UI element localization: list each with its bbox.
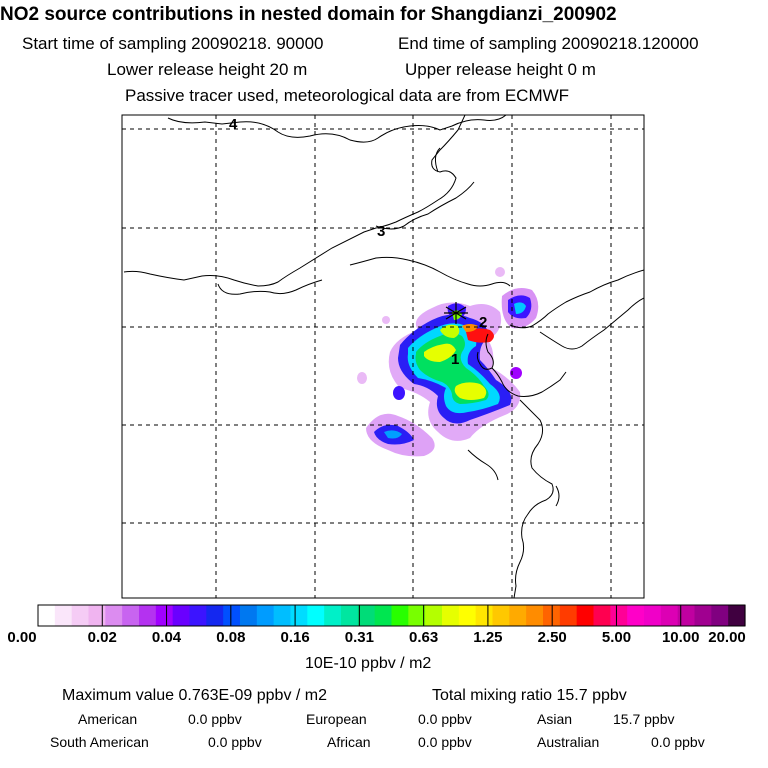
colorbar-cell (206, 605, 224, 626)
map-label-4: 4 (229, 116, 238, 133)
colorbar-cell (273, 605, 292, 626)
colorbar-unit: 10E-10 ppbv / m2 (305, 655, 432, 672)
colorbar-cell (374, 605, 393, 626)
colorbar-tick-label: 0.04 (151, 629, 182, 646)
colorbar (37, 604, 746, 627)
chart-title: NO2 source contributions in nested domai… (0, 4, 617, 25)
colorbar-cell (290, 605, 308, 626)
plume-sw-inner (384, 430, 402, 439)
map-label-1: 1 (451, 351, 459, 368)
colorbar-cell (341, 605, 359, 626)
region-value: 15.7 ppbv (613, 711, 675, 727)
plume-layer-yellow-2 (454, 382, 487, 400)
region-name: African (327, 734, 371, 750)
plume-ne-inner (514, 302, 526, 314)
plume-spot (357, 372, 367, 384)
upper-release-height-label: Upper release height 0 m (405, 60, 596, 79)
region-name: Australian (537, 734, 600, 750)
station-marker (444, 302, 468, 324)
colorbar-cell (391, 605, 409, 626)
colorbar-cell (442, 605, 460, 626)
region-name: American (78, 711, 138, 727)
colorbar-cell (172, 605, 191, 626)
region-value: 0.0 ppbv (651, 734, 705, 750)
colorbar-tick-label: 10.00 (661, 629, 700, 646)
colorbar-cell (105, 605, 123, 626)
colorbar-cell (509, 605, 527, 626)
colorbar-cell (610, 605, 628, 626)
colorbar-tick-label: 1.25 (473, 629, 503, 646)
map-label-2: 2 (479, 314, 487, 331)
colorbar-cell (677, 605, 696, 626)
plume-hotspot-orange (462, 324, 478, 332)
colorbar-cell (223, 605, 241, 626)
concentration-plume (357, 267, 539, 457)
colorbar-tick-label: 0.00 (7, 629, 37, 646)
colorbar-cell (408, 605, 426, 626)
colorbar-cell (526, 605, 544, 626)
region-value: 0.0 ppbv (418, 734, 472, 750)
region-value: 0.0 ppbv (418, 711, 472, 727)
colorbar-cell (139, 605, 157, 626)
end-time-label: End time of sampling 20090218.120000 (398, 34, 699, 53)
map-plot: 4 3 2 1 (121, 114, 645, 599)
region-name: South American (50, 734, 149, 750)
colorbar-cell (240, 605, 258, 626)
colorbar-cell (576, 605, 595, 626)
colorbar-cell (307, 605, 325, 626)
colorbar-cell (122, 605, 140, 626)
colorbar-cell (71, 605, 90, 626)
colorbar-cell (728, 605, 746, 626)
colorbar-cell (627, 605, 645, 626)
colorbar-cell (38, 605, 56, 626)
colorbar-tick-label: 5.00 (601, 629, 632, 646)
plume-layer-yellow (424, 343, 456, 362)
region-name: European (306, 711, 367, 727)
colorbar-frame (37, 604, 746, 627)
colorbar-cell (559, 605, 578, 626)
plume-spot (495, 267, 505, 277)
colorbar-cell (492, 605, 510, 626)
plume-hotspot-red (466, 328, 494, 343)
colorbar-cell (458, 605, 477, 626)
plume-spot (382, 316, 390, 324)
region-name: Asian (537, 711, 573, 727)
colorbar-tick-label: 0.63 (409, 629, 439, 646)
colorbar-cell (324, 605, 342, 626)
colorbar-cell (54, 605, 73, 626)
colorbar-cell (155, 605, 174, 626)
colorbar-cell (660, 605, 679, 626)
colorbar-tick-label: 0.02 (87, 629, 117, 646)
total-mixing-ratio: Total mixing ratio 15.7 ppbv (432, 687, 627, 704)
colorbar-cell (256, 605, 275, 626)
colorbar-cell (357, 605, 376, 626)
colorbar-cell (711, 605, 729, 626)
colorbar-cell (475, 605, 494, 626)
plume-spot (510, 367, 522, 379)
plume-spot (393, 386, 405, 400)
colorbar-cell (88, 605, 106, 626)
lower-release-height-label: Lower release height 20 m (107, 60, 308, 79)
colorbar-tick-label: 2.50 (537, 629, 567, 646)
colorbar-cell (593, 605, 611, 626)
colorbar-cell (644, 605, 662, 626)
colorbar-cell (694, 605, 712, 626)
map-label-3: 3 (377, 223, 385, 240)
tracer-note: Passive tracer used, meteorological data… (125, 86, 570, 105)
coastlines (123, 115, 644, 598)
colorbar-cell (425, 605, 443, 626)
region-value: 0.0 ppbv (208, 734, 262, 750)
colorbar-tick-label: 20.00 (708, 629, 746, 646)
colorbar-cell (189, 605, 207, 626)
graticule (122, 115, 644, 598)
region-value: 0.0 ppbv (188, 711, 242, 727)
colorbar-tick-label: 0.08 (216, 629, 246, 646)
start-time-label: Start time of sampling 20090218. 90000 (22, 34, 324, 53)
colorbar-tick-label: 0.31 (344, 629, 374, 646)
colorbar-tick-label: 0.16 (280, 629, 310, 646)
map-frame (121, 114, 645, 599)
maximum-value: Maximum value 0.763E-09 ppbv / m2 (62, 687, 328, 704)
plume-layer-yellow-3 (440, 324, 460, 338)
